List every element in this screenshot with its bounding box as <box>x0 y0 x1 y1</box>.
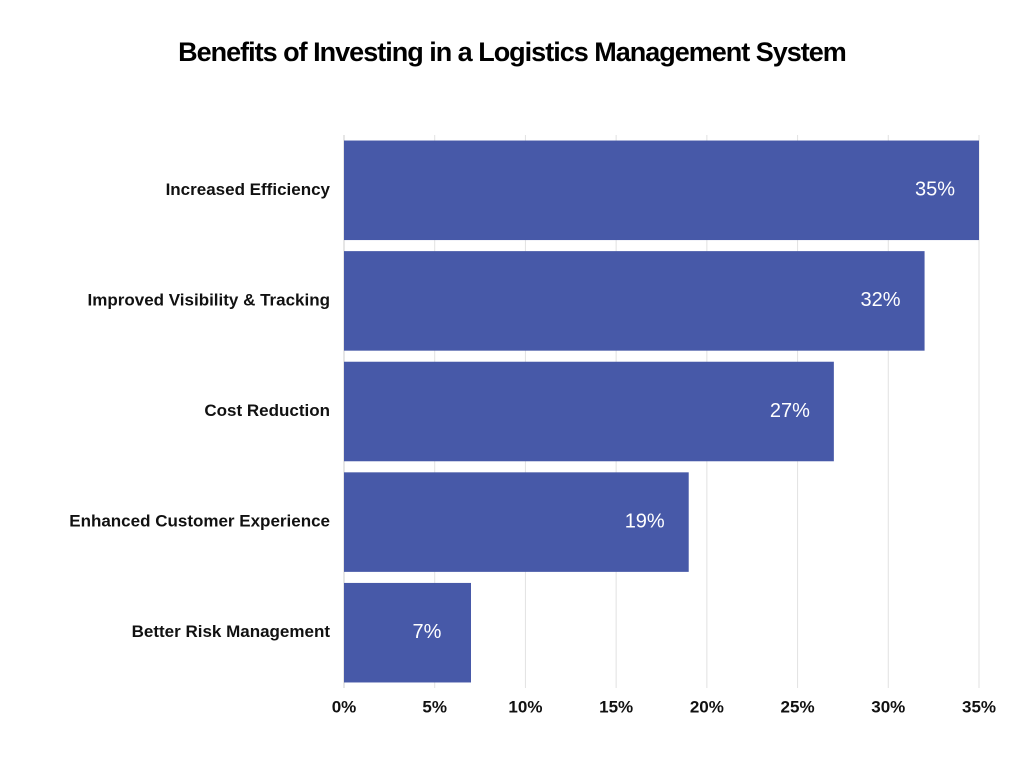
x-tick-label: 0% <box>332 697 357 716</box>
value-label: 7% <box>413 621 442 643</box>
x-tick-label: 5% <box>422 697 447 716</box>
x-tick-label: 30% <box>871 697 905 716</box>
y-tick-label: Better Risk Management <box>132 622 331 641</box>
bar <box>344 140 979 241</box>
bar <box>344 361 834 462</box>
y-tick-label: Enhanced Customer Experience <box>69 512 330 531</box>
y-tick-label: Cost Reduction <box>204 401 330 420</box>
x-tick-label: 15% <box>599 697 633 716</box>
value-label: 35% <box>915 179 955 201</box>
x-tick-label: 35% <box>962 697 996 716</box>
x-tick-label: 25% <box>781 697 815 716</box>
chart-title: Benefits of Investing in a Logistics Man… <box>178 37 846 67</box>
x-tick-label: 10% <box>508 697 542 716</box>
bar <box>344 251 925 351</box>
y-tick-label: Improved Visibility & Tracking <box>88 290 330 309</box>
y-tick-label: Increased Efficiency <box>166 180 331 199</box>
x-tick-label: 20% <box>690 697 724 716</box>
value-label: 19% <box>625 510 665 532</box>
value-label: 32% <box>861 289 901 311</box>
bar <box>344 582 471 683</box>
value-label: 27% <box>770 400 810 422</box>
bar <box>344 472 689 572</box>
